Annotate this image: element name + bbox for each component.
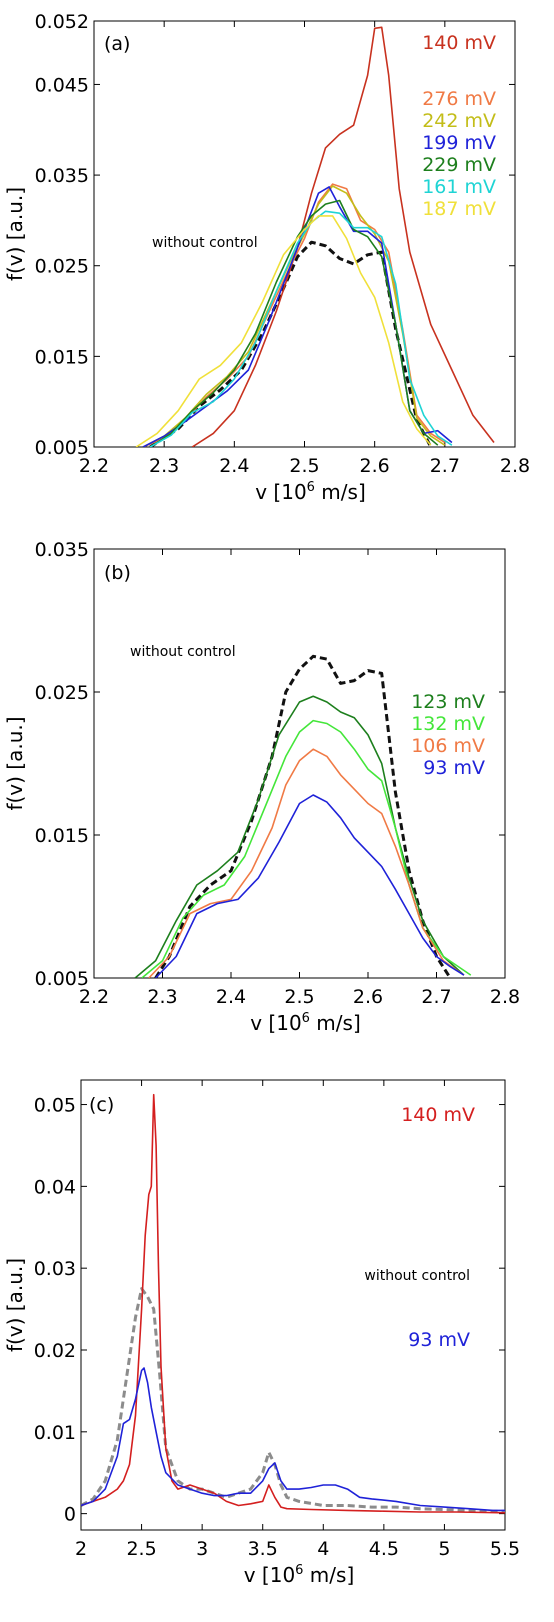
y-tick-label: 0.005 <box>35 437 89 459</box>
y-tick-label: 0.045 <box>35 74 89 96</box>
plot-frame <box>80 1079 506 1531</box>
series-label: 123 mV <box>411 691 485 713</box>
x-axis-label-exponent: 6 <box>295 1563 303 1578</box>
series-label: 161 mV <box>422 176 496 198</box>
annotation-without-control: without control <box>130 644 236 660</box>
x-tick-label: 2.3 <box>149 455 179 477</box>
panel-1: 2.2 2.3 2.4 2.5 2.6 2.7 2.8 0.005 0.015 0.025 0.03… <box>3 11 530 504</box>
y-tick-label: 0.02 <box>34 1340 76 1362</box>
y-tick-label: 0.03 <box>34 1258 76 1280</box>
series-line-106-mv <box>148 748 465 978</box>
panel-3: 2 2.5 3 3.5 4 4.5 5 5.5 0 0.01 0.02 0.03 0.04 0.05 v [… <box>3 1079 520 1587</box>
series-group <box>134 654 472 978</box>
y-tick-label: 0.025 <box>35 682 89 704</box>
series-label: 132 mV <box>411 713 485 735</box>
y-axis-label: f(v) [a.u.] <box>3 187 27 281</box>
series-label: 140 mV <box>422 32 496 54</box>
x-axis-label-part: v [10 <box>255 480 306 504</box>
x-tick-label: 3 <box>196 1538 208 1560</box>
x-tick-label: 2.5 <box>126 1538 156 1560</box>
y-axis-label: f(v) [a.u.] <box>3 716 27 810</box>
series-group <box>81 1093 505 1514</box>
series-line-242-mv <box>142 185 446 447</box>
y-tick-label: 0.035 <box>35 165 89 187</box>
series-line-93-mv <box>81 1367 505 1512</box>
y-tick-label: 0.005 <box>35 968 89 990</box>
y-tick-label: 0.01 <box>34 1422 76 1444</box>
series-label: 199 mV <box>422 132 496 154</box>
y-axis-label: f(v) [a.u.] <box>3 1258 27 1352</box>
x-axis-label-exponent: 6 <box>307 480 315 495</box>
x-tick-label: 3.5 <box>248 1538 278 1560</box>
y-tick-label: 0 <box>64 1504 76 1526</box>
annotation-without-control: without control <box>152 235 258 251</box>
panel-2: 2.2 2.3 2.4 2.5 2.6 2.7 2.8 0.005 0.015 0.025 0.03… <box>3 539 520 1035</box>
series-line-187-mv <box>135 215 432 447</box>
y-tick-label: 0.025 <box>35 256 89 278</box>
x-tick-label: 5.5 <box>490 1538 520 1560</box>
x-tick-label: 2.5 <box>289 455 319 477</box>
series-label: 93 mV <box>408 1329 470 1351</box>
x-axis-label: v [106 m/s] <box>244 1563 355 1587</box>
panel-label: (a) <box>104 33 130 55</box>
y-tick-label: 0.035 <box>35 539 89 561</box>
y-tick-label: 0.04 <box>34 1176 76 1198</box>
series-line-229-mv <box>149 199 439 447</box>
series-group <box>135 26 495 447</box>
x-tick-label: 2.6 <box>353 986 383 1008</box>
annotation-without-control: without control <box>364 1268 470 1284</box>
y-tick-label: 0.015 <box>35 825 89 847</box>
x-tick-label: 2.5 <box>284 986 314 1008</box>
panel-label: (c) <box>89 1094 114 1116</box>
series-line-93-mv <box>155 794 465 978</box>
series-line-161-mv <box>149 210 453 447</box>
x-axis-label-part: m/s] <box>315 480 366 504</box>
x-axis-label-part: m/s] <box>310 1011 361 1035</box>
x-axis-label-exponent: 6 <box>302 1011 310 1026</box>
x-axis-label-part: m/s] <box>303 1563 354 1587</box>
x-tick-label: 5 <box>438 1538 450 1560</box>
x-tick-label: 2.4 <box>219 455 249 477</box>
x-tick-label: 2 <box>75 1538 87 1560</box>
panel-label: (b) <box>104 562 131 584</box>
series-line-123-mv <box>134 695 465 978</box>
series-line-132-mv <box>141 719 472 978</box>
x-axis-label: v [106 m/s] <box>250 1011 361 1035</box>
x-tick-label: 2.8 <box>490 986 520 1008</box>
x-tick-label: 2.2 <box>79 986 109 1008</box>
x-tick-label: 2.7 <box>421 986 451 1008</box>
series-label: 229 mV <box>422 154 496 176</box>
series-label: 242 mV <box>422 110 496 132</box>
series-line-without-control <box>154 654 452 978</box>
series-label: 140 mV <box>401 1104 475 1126</box>
y-tick-label: 0.05 <box>34 1095 76 1117</box>
x-axis-label-part: v [10 <box>250 1011 301 1035</box>
x-tick-label: 2.4 <box>216 986 246 1008</box>
x-tick-label: 2.6 <box>360 455 390 477</box>
x-tick-label: 2.7 <box>430 455 460 477</box>
series-label: 276 mV <box>422 88 496 110</box>
series-line-140-mv <box>81 1093 505 1514</box>
x-tick-label: 4 <box>317 1538 329 1560</box>
x-tick-label: 2.8 <box>500 455 530 477</box>
series-line-140-mv <box>191 26 495 447</box>
series-label: 93 mV <box>423 757 485 779</box>
x-tick-label: 2.3 <box>147 986 177 1008</box>
x-axis-label: v [106 m/s] <box>255 480 366 504</box>
series-label: 187 mV <box>422 198 496 220</box>
y-tick-label: 0.015 <box>35 346 89 368</box>
x-tick-label: 4.5 <box>369 1538 399 1560</box>
y-tick-label: 0.052 <box>35 11 89 33</box>
x-tick-label: 2.2 <box>79 455 109 477</box>
series-label: 106 mV <box>411 735 485 757</box>
x-axis-label-part: v [10 <box>244 1563 295 1587</box>
series-line-without-control <box>81 1287 505 1513</box>
